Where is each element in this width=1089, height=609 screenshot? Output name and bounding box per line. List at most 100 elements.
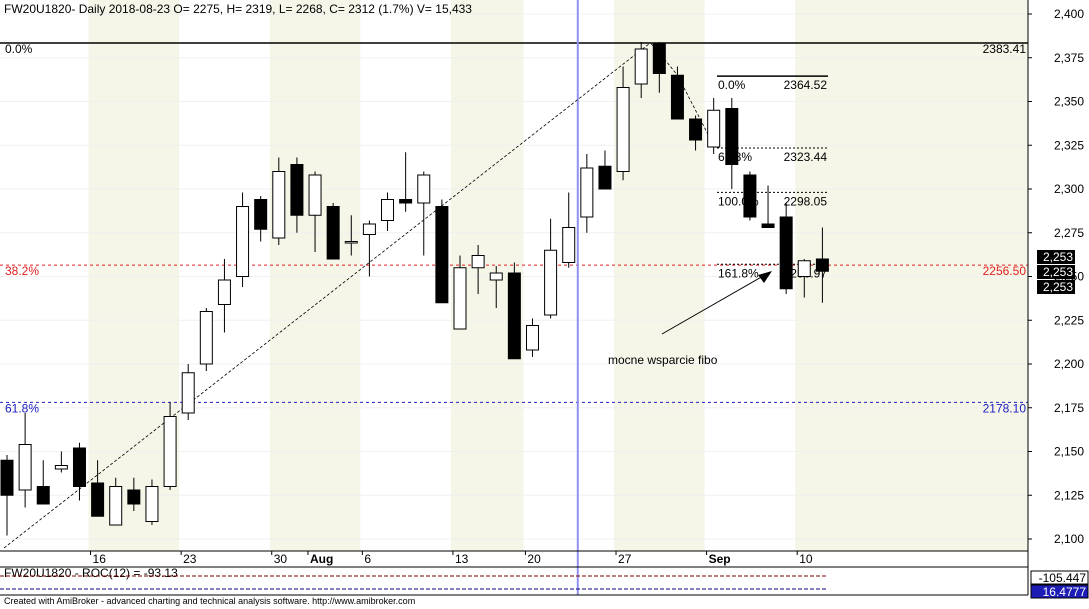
x-tick-label: Aug <box>310 552 333 566</box>
x-tick-label: 30 <box>274 552 288 566</box>
x-tick-label: Sep <box>709 552 731 566</box>
candle-up <box>145 486 159 522</box>
annotation-label: mocne wsparcie fibo <box>608 353 718 367</box>
y-tick-label: 2,100 <box>1054 532 1084 546</box>
indicator-value-b: 16.4777 <box>1043 585 1087 599</box>
y-tick-label: 2,375 <box>1054 51 1084 65</box>
candle-down <box>815 258 829 272</box>
y-tick-label: 2,400 <box>1054 7 1084 21</box>
price-badge-box <box>1037 265 1075 279</box>
candle-down <box>435 206 449 304</box>
y-tick-label: 2,150 <box>1054 445 1084 459</box>
y-axis: 2,1002,1252,1502,1752,2002,2252,2502,275… <box>1027 0 1084 595</box>
candle-up <box>199 311 213 365</box>
candle-down <box>725 108 739 165</box>
candle-down <box>36 486 50 505</box>
candle-down <box>507 272 521 360</box>
trend-lines <box>3 0 772 595</box>
y-tick-label: 2,325 <box>1054 138 1084 152</box>
candle-up <box>362 223 376 235</box>
candle-down <box>0 459 14 496</box>
candle-up <box>453 267 467 330</box>
fib-level-right-label: 2256.50 <box>983 264 1027 278</box>
price-badge: 2,253 <box>1043 250 1073 264</box>
fib-ext-left-label: 0.0% <box>718 78 746 92</box>
x-tick-label: 23 <box>183 552 197 566</box>
x-tick-label: 6 <box>364 552 371 566</box>
week-band <box>269 0 361 551</box>
indicator-value-b-box <box>1030 584 1089 599</box>
candle-up <box>54 465 68 470</box>
x-tick-label: 27 <box>618 552 632 566</box>
y-tick-label: 2,125 <box>1054 488 1084 502</box>
candle-up <box>163 416 177 487</box>
fib-level-left-label: 38.2% <box>5 264 39 278</box>
candle-up <box>109 486 123 526</box>
y-tick-label: 2,275 <box>1054 226 1084 240</box>
candle-down <box>399 199 413 204</box>
y-tick-label: 2,225 <box>1054 313 1084 327</box>
trend-line <box>3 43 650 549</box>
y-tick-label: 2,300 <box>1054 182 1084 196</box>
fib-level-right-label: 2178.10 <box>983 401 1027 415</box>
x-tick-label: 20 <box>527 552 541 566</box>
candle-up <box>308 174 322 216</box>
indicator-value-a: -105.447 <box>1039 571 1087 585</box>
candle-up <box>797 260 811 277</box>
candle-down <box>72 447 86 487</box>
candles <box>0 42 829 536</box>
y-tick-label: 2,200 <box>1054 357 1084 371</box>
zigzag-line <box>650 43 715 146</box>
indicator-label: FW20U1820 - ROC(12) = -93.13 <box>4 566 178 580</box>
candle-up <box>417 174 431 204</box>
candle-up <box>236 206 250 277</box>
x-axis: 16 23 30 Aug 6 13 20 27 Sep 10 <box>0 550 1028 566</box>
candle-down <box>326 206 340 260</box>
fib-level-left-label: 61.8% <box>5 401 39 415</box>
candle-up <box>18 444 32 491</box>
annotation-arrow-line <box>661 271 771 335</box>
candle-down <box>254 199 268 230</box>
candle-up <box>344 241 358 244</box>
x-tick-label: 13 <box>455 552 469 566</box>
fib-level-right-label: 2383.41 <box>983 42 1027 56</box>
x-tick-label: 10 <box>799 552 813 566</box>
fib-ext-left-label: 161.8% <box>718 266 759 280</box>
candle-down <box>779 216 793 290</box>
fib-level-left-label: 0.0% <box>5 42 33 56</box>
fib-ext-right-label: 2298.05 <box>784 194 828 208</box>
candle-up <box>634 48 648 85</box>
candle-down <box>743 174 757 218</box>
indicator-value-a-box <box>1030 570 1089 585</box>
price-badge: 2,253 <box>1043 280 1073 294</box>
footer-credit: Created with AmiBroker - advanced charti… <box>4 596 416 606</box>
candle-down <box>670 74 684 120</box>
week-band <box>795 0 1028 551</box>
candle-up <box>217 279 231 305</box>
candle-down <box>689 118 703 141</box>
candle-up <box>616 87 630 172</box>
candle-up <box>707 109 721 148</box>
price-badge: 2,253 <box>1043 265 1073 279</box>
week-bands <box>88 0 1028 551</box>
candle-up <box>381 199 395 221</box>
candle-up <box>562 227 576 263</box>
y-tick-label: 2,350 <box>1054 95 1084 109</box>
price-badge-box <box>1037 280 1075 294</box>
candle-up <box>544 249 558 316</box>
candle-up <box>471 255 485 269</box>
indicator-pane: FW20U1820 - ROC(12) = -93.13 -105.44716.4… <box>0 566 1089 599</box>
x-tick-label: 16 <box>93 552 107 566</box>
candle-down <box>761 223 775 228</box>
price-badge-box <box>1037 250 1075 264</box>
annotation-arrow-head <box>758 271 772 283</box>
chart-title: FW20U1820- Daily 2018-08-23 O= 2275, H= … <box>4 2 472 16</box>
candle-up <box>181 372 195 414</box>
candle-down <box>91 482 105 517</box>
fib-ext-right-label: 2323.44 <box>784 150 828 164</box>
candle-up <box>272 171 286 239</box>
candle-down <box>127 489 141 505</box>
candle-down <box>652 43 666 74</box>
